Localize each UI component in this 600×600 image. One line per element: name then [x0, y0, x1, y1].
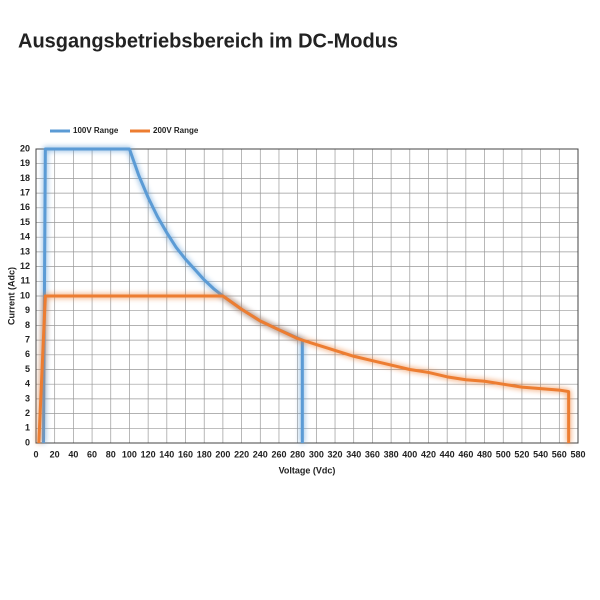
x-tick-label: 260: [271, 449, 286, 459]
x-tick-label: 220: [234, 449, 249, 459]
y-tick-label: 16: [20, 202, 30, 212]
x-tick-label: 420: [421, 449, 436, 459]
x-tick-label: 400: [402, 449, 417, 459]
y-tick-label: 1: [25, 423, 30, 433]
y-tick-label: 3: [25, 393, 30, 403]
x-tick-label: 140: [159, 449, 174, 459]
x-tick-label: 120: [141, 449, 156, 459]
x-tick-label: 300: [309, 449, 324, 459]
series-line: [37, 294, 571, 444]
y-tick-label: 7: [25, 334, 30, 344]
chart-title: Ausgangsbetriebsbereich im DC-Modus: [18, 30, 398, 52]
x-tick-label: 540: [533, 449, 548, 459]
x-tick-label: 160: [178, 449, 193, 459]
y-tick-label: 12: [20, 261, 30, 271]
x-tick-label: 0: [33, 449, 38, 459]
y-tick-label: 0: [25, 437, 30, 447]
y-tick-label: 2: [25, 408, 30, 418]
x-tick-label: 480: [477, 449, 492, 459]
x-tick-label: 520: [514, 449, 529, 459]
x-tick-label: 460: [458, 449, 473, 459]
x-axis-label: Voltage (Vdc): [279, 465, 336, 475]
x-tick-label: 360: [365, 449, 380, 459]
y-tick-label: 5: [25, 364, 30, 374]
y-tick-label: 13: [20, 246, 30, 256]
x-tick-label: 240: [253, 449, 268, 459]
y-tick-label: 4: [25, 379, 30, 389]
legend-label: 200V Range: [153, 126, 199, 135]
x-tick-label: 380: [384, 449, 399, 459]
x-tick-label: 60: [87, 449, 97, 459]
x-tick-label: 280: [290, 449, 305, 459]
y-tick-label: 20: [20, 143, 30, 153]
y-tick-label: 17: [20, 187, 30, 197]
y-tick-label: 14: [20, 232, 30, 242]
y-tick-label: 6: [25, 349, 30, 359]
y-tick-label: 9: [25, 305, 30, 315]
legend-label: 100V Range: [73, 126, 119, 135]
y-tick-label: 10: [20, 290, 30, 300]
x-tick-label: 80: [106, 449, 116, 459]
x-tick-label: 20: [50, 449, 60, 459]
x-tick-label: 500: [496, 449, 511, 459]
y-tick-label: 15: [20, 217, 30, 227]
x-tick-label: 560: [552, 449, 567, 459]
y-tick-label: 19: [20, 158, 30, 168]
plot-border: [35, 148, 579, 444]
x-tick-label: 320: [328, 449, 343, 459]
x-tick-label: 440: [440, 449, 455, 459]
x-tick-label: 200: [215, 449, 230, 459]
y-tick-label: 8: [25, 320, 30, 330]
x-tick-label: 40: [68, 449, 78, 459]
x-tick-label: 340: [346, 449, 361, 459]
x-tick-label: 100: [122, 449, 137, 459]
y-tick-label: 18: [20, 173, 30, 183]
x-tick-label: 180: [197, 449, 212, 459]
y-axis-label: Current (Adc): [6, 267, 16, 325]
y-tick-label: 11: [20, 276, 30, 286]
x-tick-label: 580: [570, 449, 585, 459]
